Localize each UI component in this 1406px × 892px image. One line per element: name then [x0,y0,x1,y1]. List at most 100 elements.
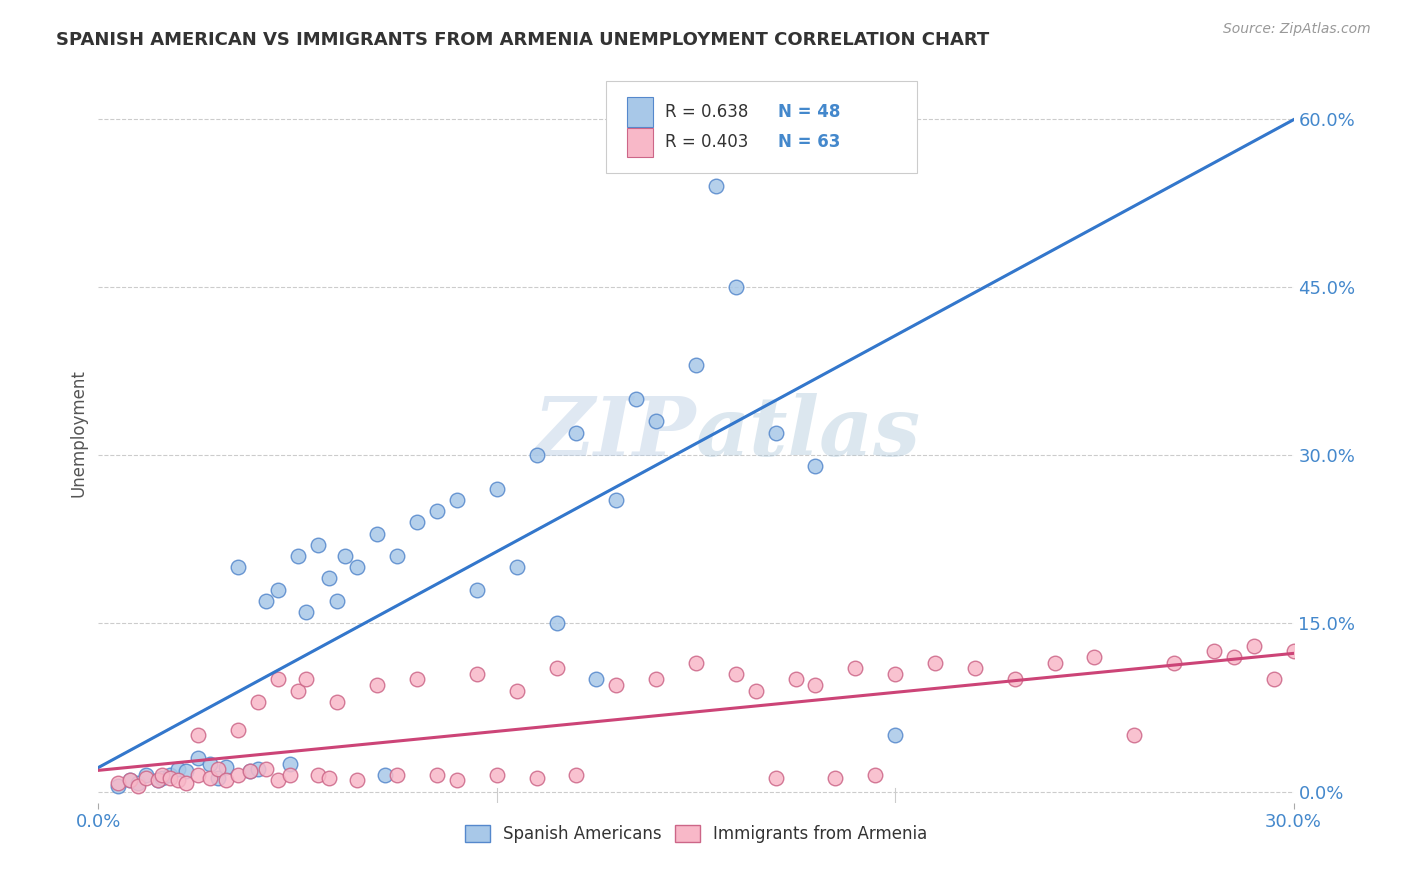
Point [785,673,807,687]
Point [294,605,316,619]
Point [1123,729,1146,743]
Point [267,673,290,687]
Point [924,656,946,670]
Point [318,571,340,585]
Point [346,560,368,574]
Point [485,768,508,782]
Point [335,549,357,563]
Point [127,775,149,789]
Point [765,425,787,440]
Y-axis label: Unemployment: Unemployment [69,368,87,497]
Point [159,771,181,785]
Point [626,392,648,406]
Point [239,764,262,779]
Point [187,729,209,743]
Point [307,538,329,552]
Point [406,673,429,687]
Point [1202,644,1225,658]
Point [287,683,309,698]
Point [159,768,181,782]
Point [1263,673,1285,687]
Point [267,582,290,597]
Text: SPANISH AMERICAN VS IMMIGRANTS FROM ARMENIA UNEMPLOYMENT CORRELATION CHART: SPANISH AMERICAN VS IMMIGRANTS FROM ARME… [56,31,990,49]
Point [120,773,142,788]
Point [465,582,488,597]
Point [150,768,173,782]
Point [506,683,529,698]
Point [585,673,607,687]
Text: N = 48: N = 48 [779,103,841,121]
Point [704,178,727,193]
Point [884,729,907,743]
FancyBboxPatch shape [627,97,652,127]
FancyBboxPatch shape [627,128,652,157]
Point [565,425,588,440]
Point [804,459,827,474]
Point [465,666,488,681]
Point [127,779,149,793]
Point [226,560,249,574]
Point [187,751,209,765]
Point [207,771,229,785]
Point [174,775,197,789]
Point [865,768,887,782]
Point [1004,673,1026,687]
Point [385,549,409,563]
Point [485,482,508,496]
Point [804,678,827,692]
Point [385,768,409,782]
Text: atlas: atlas [696,392,921,473]
Point [150,771,173,785]
Point [406,516,429,530]
Point [346,773,368,788]
Point [246,695,269,709]
Point [107,775,129,789]
Point [226,768,249,782]
Point [426,504,449,518]
Point [506,560,529,574]
Point [546,661,568,675]
Text: N = 63: N = 63 [779,134,841,152]
Point [1243,639,1265,653]
Point [446,492,468,507]
Point [765,771,787,785]
Point [254,762,277,776]
Point [1223,650,1246,665]
Point [685,359,707,373]
Point [239,764,262,779]
Point [546,616,568,631]
Point [526,448,548,462]
Text: ZIP: ZIP [533,392,696,473]
Point [326,594,349,608]
Point [685,656,707,670]
Point [605,678,627,692]
Point [844,661,866,675]
Point [884,666,907,681]
Point [187,768,209,782]
Text: R = 0.403: R = 0.403 [665,134,748,152]
Point [287,549,309,563]
Point [174,764,197,779]
Point [745,683,768,698]
Point [366,526,388,541]
Point [565,768,588,782]
Point [198,771,221,785]
Point [278,768,301,782]
Point [605,492,627,507]
Text: R = 0.638: R = 0.638 [665,103,748,121]
Point [318,771,340,785]
Point [120,773,142,788]
Point [1282,644,1305,658]
Point [724,666,747,681]
Point [167,762,190,776]
Legend: Spanish Americans, Immigrants from Armenia: Spanish Americans, Immigrants from Armen… [458,819,934,850]
Point [526,771,548,785]
Point [215,773,238,788]
Point [366,678,388,692]
Point [246,762,269,776]
Point [307,768,329,782]
Point [226,723,249,737]
Point [254,594,277,608]
Point [1043,656,1066,670]
Point [135,768,157,782]
